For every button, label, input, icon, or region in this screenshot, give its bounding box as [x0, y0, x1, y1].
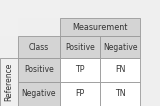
- Bar: [100, 82, 140, 106]
- Bar: [18, 82, 60, 106]
- Bar: [60, 36, 100, 58]
- Bar: [18, 0, 60, 18]
- Bar: [60, 58, 100, 82]
- Text: Measurement: Measurement: [72, 22, 128, 31]
- Text: FN: FN: [115, 66, 125, 75]
- Text: FP: FP: [75, 89, 85, 98]
- Text: Positive: Positive: [24, 66, 54, 75]
- Bar: [18, 36, 60, 58]
- Bar: [0, 0, 18, 36]
- Text: Reference: Reference: [4, 63, 13, 101]
- Bar: [100, 36, 140, 58]
- Text: TN: TN: [115, 89, 125, 98]
- Text: Class: Class: [29, 43, 49, 52]
- Bar: [18, 58, 60, 82]
- Bar: [60, 82, 100, 106]
- Text: TP: TP: [75, 66, 85, 75]
- Text: Negative: Negative: [22, 89, 56, 98]
- Bar: [60, 18, 140, 36]
- Text: Negative: Negative: [103, 43, 137, 52]
- Text: Positive: Positive: [65, 43, 95, 52]
- Bar: [100, 58, 140, 82]
- Bar: [0, 58, 18, 106]
